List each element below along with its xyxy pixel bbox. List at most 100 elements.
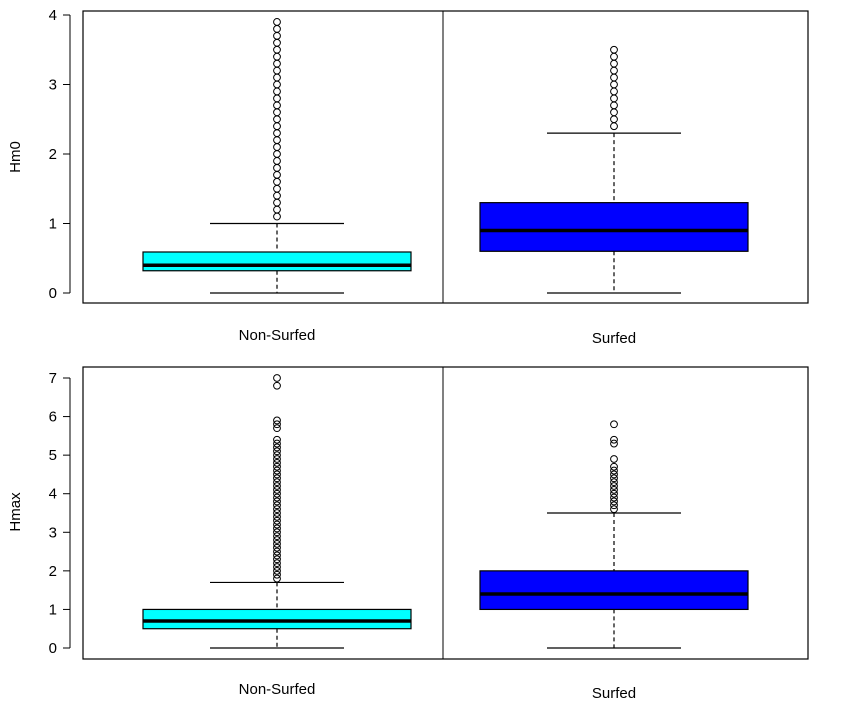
outlier-point: [273, 66, 281, 75]
outlier-point: [273, 574, 281, 583]
outlier-point: [273, 539, 281, 548]
category-label: Non-Surfed: [239, 327, 316, 344]
outlier-point: [273, 478, 281, 487]
y-tick-label: 4: [49, 486, 57, 503]
category-label: Surfed: [592, 685, 636, 702]
outlier-point: [273, 482, 281, 490]
outlier-point: [273, 493, 281, 502]
outlier-point: [273, 150, 281, 158]
outlier-point: [273, 129, 281, 138]
outlier-point: [273, 108, 281, 117]
outlier-point: [273, 474, 281, 483]
outlier-point: [610, 439, 618, 448]
box-group-non-surfed: [142, 18, 412, 294]
outlier-point: [273, 38, 281, 47]
iqr-box: [142, 251, 412, 272]
outlier-point: [273, 547, 281, 556]
outlier-point: [273, 455, 281, 463]
outlier-point: [273, 551, 281, 560]
outlier-point: [610, 462, 618, 471]
outlier-point: [610, 108, 618, 117]
y-tick-label: 3: [49, 77, 57, 94]
y-tick-label: 2: [49, 563, 57, 580]
outlier-point: [610, 66, 618, 75]
outlier-point: [273, 528, 281, 537]
outlier-point: [273, 570, 281, 579]
y-tick-label: 1: [49, 601, 57, 618]
outlier-point: [273, 505, 281, 514]
outlier-point: [273, 524, 281, 533]
outlier-point: [273, 489, 281, 498]
outlier-point: [610, 420, 618, 429]
outlier-point: [610, 497, 618, 506]
outlier-point: [273, 101, 281, 110]
outlier-point: [610, 45, 618, 54]
y-tick-label: 0: [49, 285, 57, 302]
outlier-point: [273, 164, 281, 172]
outlier-point: [273, 25, 281, 33]
outlier-point: [273, 466, 281, 475]
outlier-point: [273, 532, 281, 541]
outlier-point: [273, 470, 281, 479]
y-tick-label: 6: [49, 409, 57, 426]
outlier-point: [273, 136, 281, 145]
outlier-point: [610, 94, 618, 103]
outlier-point: [273, 170, 281, 179]
outlier-point: [273, 184, 281, 193]
category-label: Surfed: [592, 330, 636, 347]
y-axis-title: Hmax: [7, 492, 24, 532]
outlier-point: [273, 509, 281, 517]
y-tick-label: 0: [49, 640, 57, 657]
plot-frame: [82, 366, 809, 660]
outlier-point: [610, 485, 618, 494]
outlier-point: [273, 205, 281, 214]
category-label: Non-Surfed: [239, 681, 316, 698]
outlier-point: [273, 198, 281, 207]
outlier-point: [273, 451, 281, 460]
y-tick-label: 1: [49, 216, 57, 233]
outlier-point: [273, 59, 281, 68]
y-tick-label: 3: [49, 524, 57, 541]
outlier-point: [610, 482, 618, 490]
outlier-point: [610, 435, 618, 444]
outlier-point: [273, 424, 281, 433]
panel-hmax: 0 1 2 3 4 5 6 7 Hmax Non-Surfed Surfed: [7, 366, 809, 702]
outlier-point: [273, 559, 281, 568]
outlier-point: [273, 520, 281, 529]
iqr-box: [479, 570, 749, 611]
iqr-box: [142, 608, 412, 630]
outlier-point: [610, 52, 618, 61]
outlier-point: [273, 485, 281, 494]
outlier-point: [273, 157, 281, 165]
outlier-point: [610, 73, 618, 82]
outlier-point: [273, 73, 281, 82]
outlier-point: [273, 122, 281, 131]
outlier-point: [273, 420, 281, 429]
outlier-point: [273, 177, 281, 186]
outlier-point: [273, 566, 281, 575]
outlier-point: [273, 439, 281, 448]
outlier-point: [273, 543, 281, 552]
outlier-point: [610, 101, 618, 110]
outlier-point: [273, 191, 281, 200]
box-group-non-surfed: [142, 374, 412, 649]
outlier-point: [610, 493, 618, 502]
outlier-point: [273, 563, 281, 571]
outlier-point: [610, 115, 618, 124]
outlier-point: [273, 501, 281, 510]
box-group-surfed: [479, 420, 749, 649]
outlier-point: [273, 416, 281, 425]
iqr-box: [479, 202, 749, 252]
outlier-point: [273, 143, 281, 151]
outlier-point: [273, 94, 281, 103]
y-tick-label: 4: [49, 7, 57, 24]
outlier-point: [610, 474, 618, 483]
outlier-point: [273, 374, 281, 382]
outlier-point: [273, 80, 281, 89]
outlier-point: [610, 505, 618, 514]
outlier-point: [273, 536, 281, 544]
outlier-point: [273, 87, 281, 96]
outlier-point: [273, 115, 281, 124]
plot-frame: [82, 10, 809, 304]
box-group-surfed: [479, 45, 749, 294]
